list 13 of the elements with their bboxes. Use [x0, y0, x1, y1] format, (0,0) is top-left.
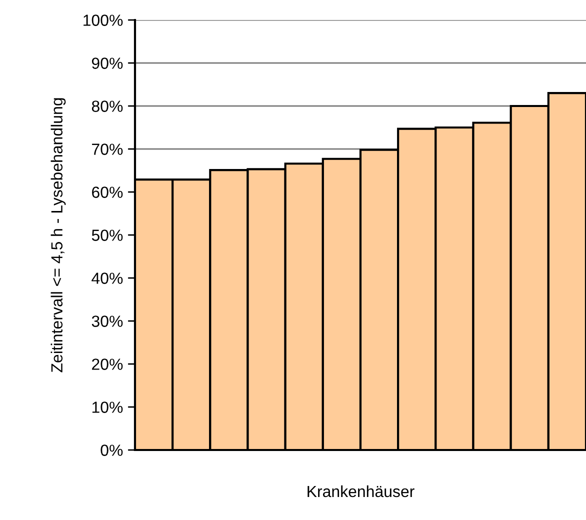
- y-tick-label: 0%: [100, 444, 123, 456]
- y-tick-label: 90%: [92, 58, 123, 69]
- y-tick-label: 70%: [92, 144, 123, 155]
- y-tick-label: 40%: [92, 272, 123, 284]
- y-tick-label: 30%: [92, 316, 123, 327]
- x-axis-title: Krankenhäuser: [308, 485, 414, 498]
- y-tick-label: 50%: [92, 230, 123, 241]
- y-tick-label: 80%: [92, 100, 123, 112]
- y-tick-label: 60%: [92, 186, 123, 198]
- y-tick-label: 10%: [92, 402, 123, 413]
- y-tick-label: 20%: [92, 358, 123, 370]
- y-axis-title: Zeitintervall <= 4,5 h - Lysebehandlung: [50, 98, 66, 372]
- y-tick-label: 100%: [84, 14, 123, 26]
